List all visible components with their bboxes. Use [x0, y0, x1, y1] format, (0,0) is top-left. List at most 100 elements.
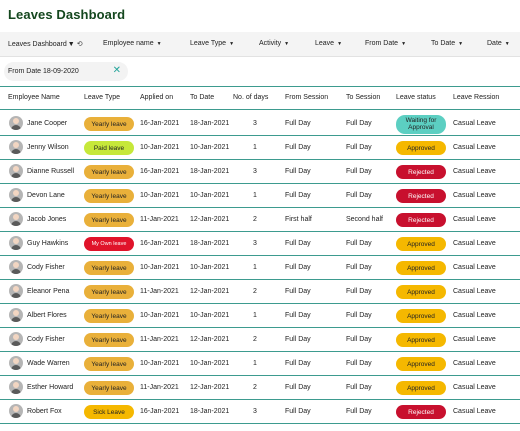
from-session: Full Day: [285, 360, 311, 367]
table-row[interactable]: Dianne Russell Yearly leave 16-Jan-2021 …: [0, 160, 520, 184]
to-date: 18-Jan-2021: [190, 120, 230, 127]
date-filter-label: Date: [487, 40, 502, 47]
col-leave-type[interactable]: Leave Type: [84, 94, 121, 101]
leave-type-badge: My Own leave: [84, 237, 134, 251]
table-row[interactable]: Jane Cooper Yearly leave 16-Jan-2021 18-…: [0, 112, 520, 136]
leave-reason: Casual Leave: [453, 192, 496, 199]
to-date-filter[interactable]: To Date ▼: [431, 40, 463, 47]
from-session: Full Day: [285, 120, 311, 127]
applied-on: 11-Jan-2021: [140, 384, 179, 391]
from-session: Full Day: [285, 144, 311, 151]
from-session: Full Day: [285, 336, 311, 343]
table-row[interactable]: Cody Fisher Yearly leave 10-Jan-2021 10-…: [0, 256, 520, 280]
no-of-days: 1: [253, 312, 257, 319]
table-row[interactable]: Robert Fox Sick Leave 16-Jan-2021 18-Jan…: [0, 400, 520, 424]
table-row[interactable]: Devon Lane Yearly leave 10-Jan-2021 10-J…: [0, 184, 520, 208]
leave-type-badge: Yearly leave: [84, 357, 134, 371]
active-filter-label: From Date 18-09-2020: [8, 68, 79, 75]
employee-name[interactable]: Jenny Wilson: [27, 144, 69, 151]
col-no-of-days[interactable]: No. of days: [233, 94, 269, 101]
chevron-down-icon: ▼: [284, 40, 290, 47]
to-date: 12-Jan-2021: [190, 216, 230, 223]
col-to-session[interactable]: To Session: [346, 94, 381, 101]
to-date: 18-Jan-2021: [190, 408, 230, 415]
to-session: Full Day: [346, 288, 372, 295]
page-title: Leaves Dashboard: [8, 7, 126, 22]
sort-down-icon[interactable]: ▼: [67, 40, 75, 48]
no-of-days: 3: [253, 240, 257, 247]
leave-reason: Casual Leave: [453, 240, 496, 247]
status-badge: Approved: [396, 285, 446, 299]
leave-type-badge: Yearly leave: [84, 333, 134, 347]
employee-filter[interactable]: Employee name ▼: [103, 40, 162, 47]
dashboard-filter[interactable]: Leaves Dashboard ▼ ⟲: [8, 40, 83, 49]
leave-reason: Casual Leave: [453, 360, 496, 367]
employee-name[interactable]: Eleanor Pena: [27, 288, 70, 295]
leave-type-badge: Yearly leave: [84, 117, 134, 131]
chevron-down-icon: ▼: [504, 40, 510, 47]
to-date: 12-Jan-2021: [190, 384, 230, 391]
from-session: Full Day: [285, 168, 311, 175]
table-row[interactable]: Albert Flores Yearly leave 10-Jan-2021 1…: [0, 304, 520, 328]
status-badge: Approved: [396, 237, 446, 251]
avatar: [9, 284, 23, 298]
leave-type-badge: Yearly leave: [84, 381, 134, 395]
table-body: Jane Cooper Yearly leave 16-Jan-2021 18-…: [0, 112, 520, 424]
employee-name[interactable]: Cody Fisher: [27, 336, 65, 343]
refresh-icon[interactable]: ⟲: [76, 41, 83, 48]
table-row[interactable]: Cody Fisher Yearly leave 11-Jan-2021 12-…: [0, 328, 520, 352]
leave-type-badge: Yearly leave: [84, 309, 134, 323]
no-of-days: 3: [253, 408, 257, 415]
applied-on: 16-Jan-2021: [140, 120, 180, 127]
status-badge: Rejected: [396, 213, 446, 227]
employee-name[interactable]: Robert Fox: [27, 408, 62, 415]
applied-on: 16-Jan-2021: [140, 408, 180, 415]
leave-filter[interactable]: Leave ▼: [315, 40, 342, 47]
leave-type-filter[interactable]: Leave Type ▼: [190, 40, 234, 47]
employee-name[interactable]: Wade Warren: [27, 360, 70, 367]
date-filter[interactable]: Date ▼: [487, 40, 510, 47]
leave-type-badge: Yearly leave: [84, 189, 134, 203]
activity-filter-label: Activity: [259, 40, 282, 47]
employee-name[interactable]: Devon Lane: [27, 192, 65, 199]
avatar: [9, 356, 23, 370]
from-date-filter[interactable]: From Date ▼: [365, 40, 406, 47]
chevron-down-icon: ▼: [401, 40, 407, 47]
employee-name[interactable]: Jane Cooper: [27, 120, 68, 127]
table-row[interactable]: Jacob Jones Yearly leave 11-Jan-2021 12-…: [0, 208, 520, 232]
col-leave-reason[interactable]: Leave Ression: [453, 94, 500, 101]
employee-name[interactable]: Jacob Jones: [27, 216, 67, 223]
to-date: 12-Jan-2021: [190, 288, 230, 295]
no-of-days: 2: [253, 216, 257, 223]
avatar: [9, 260, 23, 274]
from-session: First half: [285, 216, 312, 223]
active-filter-chip: From Date 18-09-2020 ✕: [4, 62, 128, 81]
col-employee-name[interactable]: Employee Name: [8, 94, 60, 101]
employee-name[interactable]: Guy Hawkins: [27, 240, 69, 247]
applied-on: 10-Jan-2021: [140, 192, 180, 199]
col-leave-status[interactable]: Leave status: [396, 94, 436, 101]
to-session: Full Day: [346, 144, 372, 151]
table-row[interactable]: Esther Howard Yearly leave 11-Jan-2021 1…: [0, 376, 520, 400]
no-of-days: 3: [253, 168, 257, 175]
table-row[interactable]: Wade Warren Yearly leave 10-Jan-2021 10-…: [0, 352, 520, 376]
leave-reason: Casual Leave: [453, 264, 496, 271]
table-row[interactable]: Guy Hawkins My Own leave 16-Jan-2021 18-…: [0, 232, 520, 256]
no-of-days: 3: [253, 120, 257, 127]
avatar: [9, 308, 23, 322]
to-date: 10-Jan-2021: [190, 312, 230, 319]
employee-name[interactable]: Albert Flores: [27, 312, 67, 319]
activity-filter[interactable]: Activity ▼: [259, 40, 289, 47]
table-row[interactable]: Eleanor Pena Yearly leave 11-Jan-2021 12…: [0, 280, 520, 304]
col-applied-on[interactable]: Applied on: [140, 94, 174, 101]
table-row[interactable]: Jenny Wilson Paid leave 10-Jan-2021 10-J…: [0, 136, 520, 160]
col-to-date[interactable]: To Date: [190, 94, 215, 101]
employee-name[interactable]: Esther Howard: [27, 384, 74, 391]
employee-name[interactable]: Cody Fisher: [27, 264, 65, 271]
from-session: Full Day: [285, 240, 311, 247]
close-icon[interactable]: ✕: [112, 65, 121, 76]
leave-type-badge: Yearly leave: [84, 165, 134, 179]
employee-name[interactable]: Dianne Russell: [27, 168, 75, 175]
chevron-down-icon: ▼: [337, 40, 343, 47]
col-from-session[interactable]: From Session: [285, 94, 329, 101]
